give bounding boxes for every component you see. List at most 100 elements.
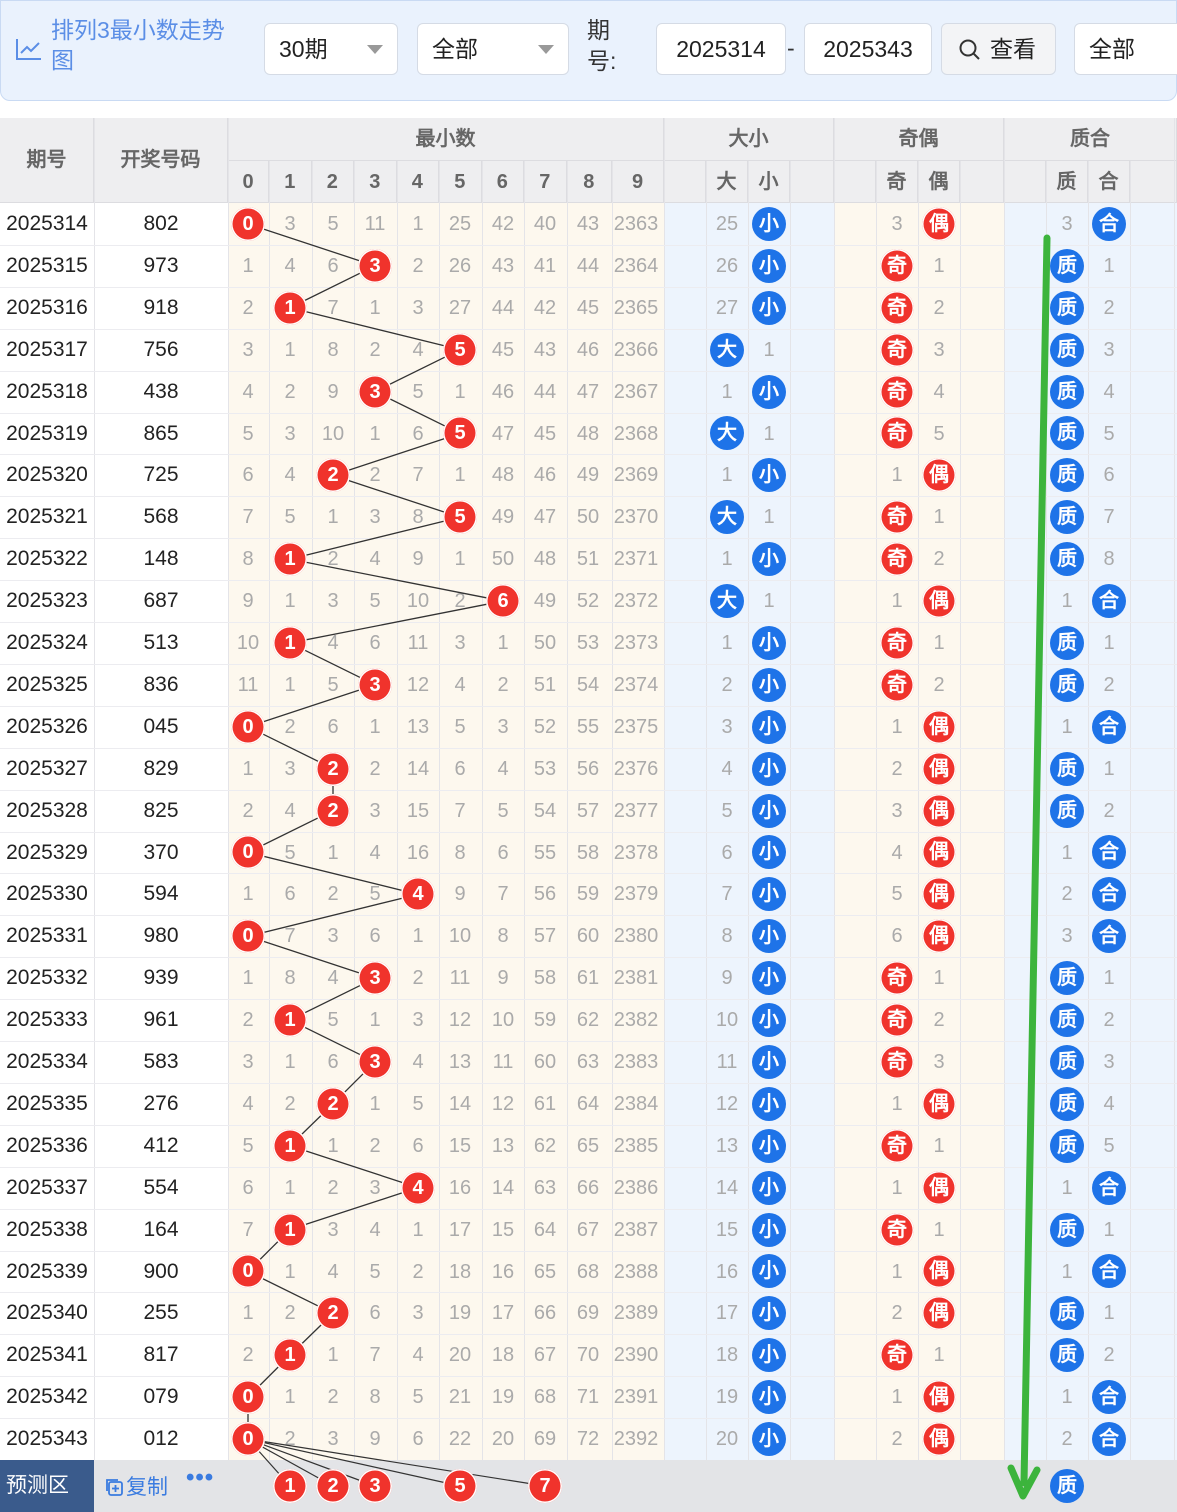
prime-miss-cell: 1 bbox=[1103, 757, 1115, 780]
miss-count-cell: 2 bbox=[369, 338, 381, 361]
prime-miss-cell: 3 bbox=[1103, 338, 1115, 361]
miss-count-cell: 3 bbox=[327, 1428, 339, 1451]
miss-count-cell: 50 bbox=[491, 548, 515, 571]
numbers-cell: 594 bbox=[143, 882, 179, 906]
miss-count-cell: 6 bbox=[454, 757, 466, 780]
size-ball: 小 bbox=[752, 1212, 786, 1247]
miss-count-cell: 3 bbox=[412, 296, 424, 319]
miss-count-cell: 63 bbox=[576, 1051, 600, 1073]
miss-count-cell: 7 bbox=[284, 925, 296, 948]
issue-cell: 2025315 bbox=[6, 253, 88, 277]
size-ball: 小 bbox=[752, 751, 786, 786]
size-miss-cell: 25 bbox=[715, 213, 739, 235]
miss-count-cell: 8 bbox=[412, 506, 424, 529]
prime-miss-cell: 1 bbox=[1103, 1302, 1115, 1325]
size-ball: 小 bbox=[752, 1254, 786, 1289]
size-col-header: 大 bbox=[706, 161, 748, 203]
numbers-cell: 802 bbox=[143, 212, 179, 235]
miss-count-cell: 15 bbox=[491, 1218, 515, 1241]
numbers-cell: 961 bbox=[143, 1008, 179, 1032]
miss-count-cell: 5 bbox=[327, 673, 339, 696]
miss-count-cell: 8 bbox=[497, 925, 509, 948]
prediction-ball[interactable]: 7 bbox=[528, 1469, 562, 1503]
miss-count-cell: 3 bbox=[412, 1302, 424, 1325]
min-digit-ball: 0 bbox=[231, 206, 265, 241]
prediction-ball[interactable]: 3 bbox=[358, 1469, 392, 1503]
prediction-label[interactable]: 预测区十 bbox=[0, 1460, 94, 1512]
chart-title: 排列3最小数走势图 bbox=[15, 15, 245, 75]
miss-count-cell: 5 bbox=[412, 1092, 424, 1115]
numbers-cell: 255 bbox=[143, 1301, 179, 1325]
prediction-ball[interactable]: 5 bbox=[443, 1469, 477, 1503]
miss-count-cell: 2390 bbox=[613, 1344, 659, 1367]
parity-miss-cell: 1 bbox=[891, 590, 903, 613]
issue-cell: 2025322 bbox=[6, 547, 88, 571]
size-ball: 小 bbox=[752, 374, 786, 409]
miss-count-cell: 8 bbox=[242, 548, 254, 571]
filter-select[interactable]: 全部 bbox=[1074, 23, 1177, 75]
digit-header: 7 bbox=[524, 161, 567, 203]
miss-count-cell: 2 bbox=[412, 967, 424, 990]
parity-miss-cell: 1 bbox=[933, 1218, 945, 1241]
prime-ball: 合 bbox=[1092, 919, 1126, 954]
prediction-ball[interactable]: 2 bbox=[316, 1469, 350, 1503]
copy-button[interactable]: 复制 bbox=[104, 1471, 168, 1501]
miss-count-cell: 16 bbox=[448, 1176, 472, 1199]
parity-ball: 偶 bbox=[922, 877, 956, 912]
parity-miss-cell: 3 bbox=[933, 1051, 945, 1073]
prediction-prime-ball[interactable]: 质 bbox=[1050, 1469, 1084, 1503]
size-ball: 小 bbox=[752, 1338, 786, 1373]
prime-miss-cell: 1 bbox=[1061, 1260, 1073, 1283]
prime-miss-cell: 1 bbox=[1061, 590, 1073, 613]
issue-cell: 2025337 bbox=[6, 1175, 88, 1199]
parity-miss-cell: 1 bbox=[891, 715, 903, 738]
view-button[interactable]: 查看 bbox=[941, 23, 1056, 75]
miss-count-cell: 2 bbox=[242, 1009, 254, 1032]
miss-count-cell: 46 bbox=[533, 464, 557, 487]
range-dash: - bbox=[787, 35, 795, 61]
column-divider bbox=[706, 161, 707, 1460]
prime-ball: 合 bbox=[1092, 709, 1126, 744]
digit-header: 5 bbox=[439, 161, 482, 203]
miss-count-cell: 1 bbox=[242, 883, 254, 906]
issue-cell: 2025331 bbox=[6, 924, 88, 948]
size-miss-cell: 20 bbox=[715, 1428, 739, 1451]
more-dots-icon[interactable]: ••• bbox=[186, 1464, 215, 1491]
parity-miss-cell: 1 bbox=[933, 967, 945, 990]
parity-ball: 偶 bbox=[922, 458, 956, 493]
miss-count-cell: 20 bbox=[491, 1428, 515, 1451]
prime-miss-cell: 1 bbox=[1103, 632, 1115, 654]
miss-count-cell: 1 bbox=[497, 632, 509, 654]
miss-count-cell: 9 bbox=[327, 380, 339, 403]
miss-count-cell: 56 bbox=[533, 883, 557, 906]
parity-miss-cell: 2 bbox=[891, 1428, 903, 1451]
scope-select[interactable]: 全部 bbox=[417, 23, 569, 75]
issue-to-input[interactable]: 2025343 bbox=[804, 23, 932, 75]
numbers-cell: 583 bbox=[143, 1050, 179, 1073]
miss-count-cell: 1 bbox=[412, 213, 424, 235]
miss-count-cell: 2376 bbox=[613, 757, 659, 780]
miss-count-cell: 68 bbox=[576, 1260, 600, 1283]
size-miss-cell: 13 bbox=[715, 1134, 739, 1157]
miss-count-cell: 2 bbox=[327, 548, 339, 571]
miss-count-cell: 2368 bbox=[613, 422, 659, 445]
row-divider bbox=[0, 580, 1177, 582]
row-divider bbox=[0, 957, 1177, 959]
parity-miss-cell: 1 bbox=[891, 464, 903, 487]
miss-count-cell: 64 bbox=[533, 1218, 557, 1241]
period-select[interactable]: 30期 bbox=[264, 23, 398, 75]
min-digit-ball: 0 bbox=[231, 1380, 265, 1415]
parity-miss-cell: 1 bbox=[933, 506, 945, 529]
miss-count-cell: 2 bbox=[284, 1302, 296, 1325]
prediction-ball[interactable]: 1 bbox=[273, 1469, 307, 1503]
miss-count-cell: 9 bbox=[369, 1428, 381, 1451]
miss-count-cell: 19 bbox=[491, 1386, 515, 1409]
column-divider bbox=[1174, 118, 1175, 1460]
min-group-header: 最小数 bbox=[228, 118, 664, 161]
issue-cell: 2025318 bbox=[6, 379, 88, 403]
min-digit-ball: 2 bbox=[316, 1086, 350, 1121]
miss-count-cell: 3 bbox=[497, 715, 509, 738]
parity-ball: 偶 bbox=[922, 1170, 956, 1205]
row-divider bbox=[0, 789, 1177, 791]
issue-from-input[interactable]: 2025314 bbox=[656, 23, 786, 75]
